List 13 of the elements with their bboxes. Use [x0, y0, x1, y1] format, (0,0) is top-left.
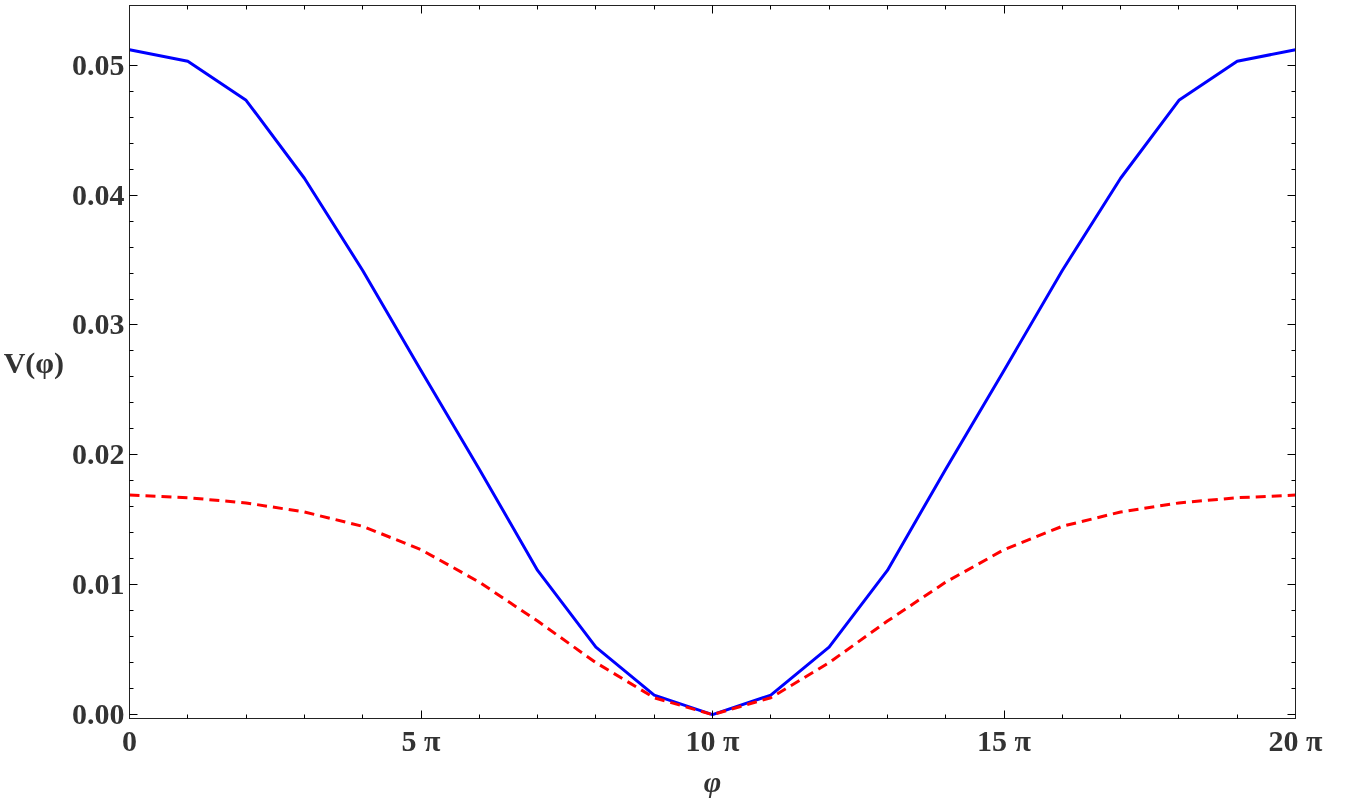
x-tick-label: 0 [122, 723, 137, 757]
x-tick-label: 5 π [401, 723, 442, 757]
y-axis-title: V(φ) [3, 345, 65, 380]
y-tick-label: 0.05 [72, 47, 125, 81]
y-tick-label: 0.04 [72, 177, 125, 211]
x-axis-title: φ [703, 764, 722, 798]
y-tick-label: 0.00 [72, 697, 125, 731]
x-tick-label: 20 π [1268, 723, 1324, 757]
y-tick-label: 0.01 [72, 567, 125, 601]
y-tick-label: 0.03 [72, 307, 125, 341]
y-tick-label: 0.02 [72, 437, 125, 471]
x-tick-label: 10 π [685, 723, 741, 757]
x-tick-label: 15 π [977, 723, 1032, 757]
